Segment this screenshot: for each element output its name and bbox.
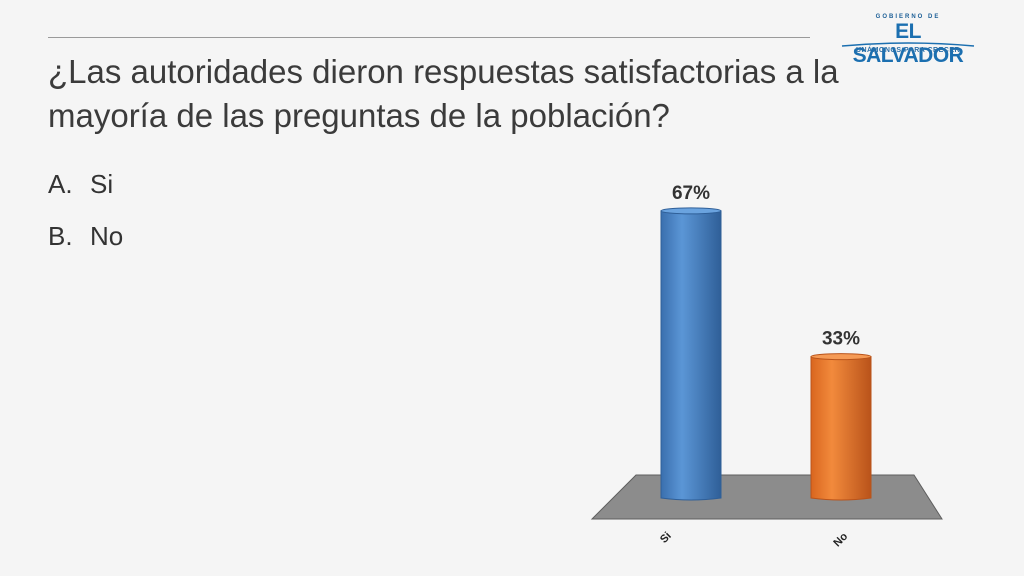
logo-main-text: EL SALVADOR — [852, 20, 964, 67]
data-label: 33% — [822, 329, 860, 350]
logo-swoosh-icon — [841, 42, 975, 47]
bar-si — [660, 207, 722, 501]
x-tick-label: No — [831, 530, 850, 549]
bar-body — [660, 210, 722, 501]
slide-title: ¿Las autoridades dieron respuestas satis… — [48, 53, 839, 134]
answer-options: A. Si B. No — [48, 158, 123, 262]
option-letter: A. — [48, 169, 73, 199]
top-divider-line — [48, 37, 810, 38]
chart-floor — [590, 474, 943, 520]
logo-small-text: GOBIERNO DE — [875, 14, 941, 20]
data-label: 67% — [672, 183, 710, 204]
bar-no — [810, 353, 872, 501]
option-letter: B. — [48, 221, 73, 251]
bar-top-cap — [660, 207, 722, 215]
bar-body — [810, 356, 872, 501]
government-logo: GOBIERNO DE EL SALVADOR UNÁMONOS PARA CR… — [838, 14, 978, 67]
option-text: No — [90, 221, 124, 251]
option-b: B. No — [48, 210, 123, 262]
bar-top-cap — [810, 353, 872, 361]
bar-chart: 67% Si 33% No — [590, 183, 943, 549]
option-a: A. Si — [48, 158, 123, 210]
option-text: Si — [90, 169, 114, 199]
x-tick-label: Si — [658, 530, 674, 546]
logo-slogan-text: UNÁMONOS PARA CRECER — [855, 47, 961, 54]
